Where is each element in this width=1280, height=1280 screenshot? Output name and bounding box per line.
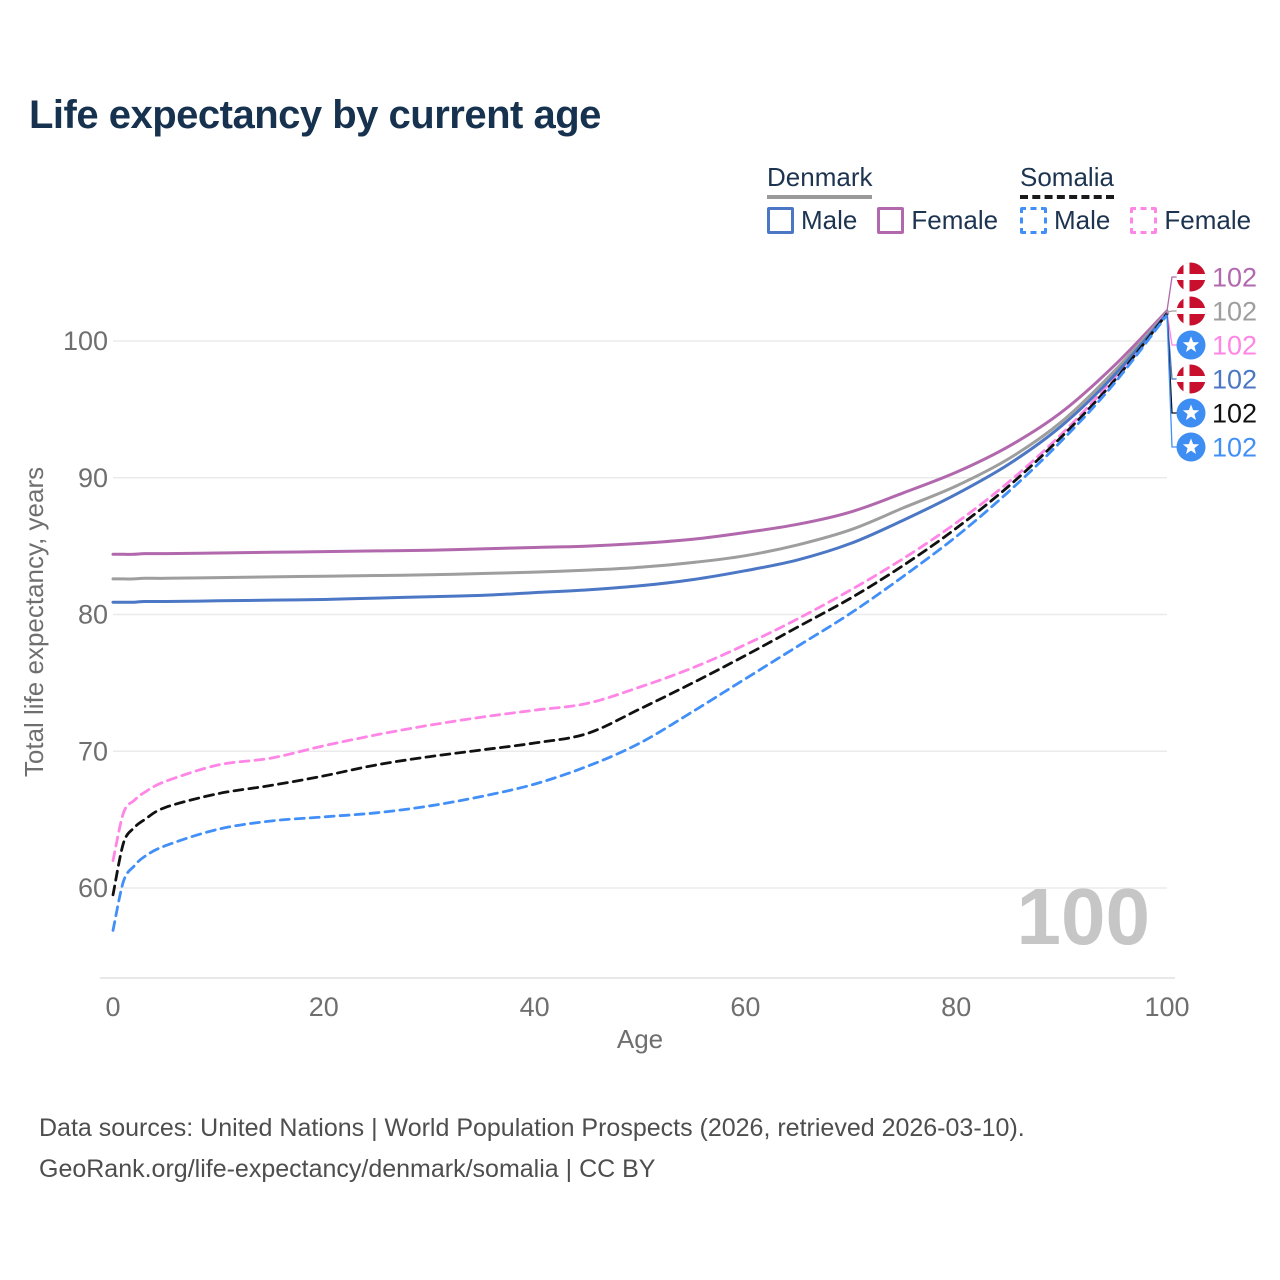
denmark-flag-icon: [1176, 262, 1206, 292]
flag-cross-h: [1176, 308, 1206, 314]
legend-country-denmark: Denmark: [767, 162, 873, 199]
legend-label: Male: [1054, 205, 1111, 235]
end-label-value: 102: [1212, 399, 1257, 429]
end-label-somalia[interactable]: 102: [1176, 398, 1258, 429]
somalia-female-swatch: [1130, 207, 1158, 234]
somalia-line[interactable]: [111, 312, 1169, 897]
year-watermark: 100: [1017, 872, 1150, 961]
end-label-denmark[interactable]: 102: [1176, 296, 1257, 327]
legend-label: Female: [1164, 205, 1252, 235]
end-label-somalia-male[interactable]: 102: [1176, 432, 1258, 463]
flag-star: [1182, 404, 1200, 420]
denmark-flag-icon: [1176, 364, 1206, 394]
flag-star: [1182, 438, 1200, 454]
legend-group-denmark: Denmark Male Female: [767, 162, 998, 234]
y-tick-label: 60: [78, 873, 108, 903]
denmark-line[interactable]: [111, 310, 1169, 581]
somalia-male-line[interactable]: [111, 313, 1169, 932]
end-label-connector: [1166, 314, 1177, 448]
legend-item-somalia-male[interactable]: Male: [1020, 207, 1110, 234]
denmark-male-line[interactable]: [111, 312, 1169, 604]
x-tick-label: 40: [520, 992, 550, 1022]
flag-star: [1182, 336, 1200, 352]
legend-label: Female: [911, 205, 999, 235]
somalia-flag-icon: [1176, 330, 1206, 360]
page-title: Life expectancy by current age: [29, 93, 601, 137]
end-label-somalia-female[interactable]: 102: [1176, 330, 1258, 361]
x-axis-title: Age: [617, 1024, 663, 1054]
end-label-denmark-female[interactable]: 102: [1176, 262, 1257, 293]
end-label-value: 102: [1212, 433, 1257, 463]
y-tick-label: 100: [63, 326, 108, 356]
data-sources-line: Data sources: United Nations | World Pop…: [39, 1114, 1025, 1142]
somalia-flag-icon: [1176, 398, 1206, 428]
denmark-flag-icon: [1176, 296, 1206, 326]
legend-group-somalia: Somalia Male Female: [1020, 162, 1251, 234]
somalia-flag-icon: [1176, 432, 1206, 462]
data-sources-caption: Data sources: United Nations | World Pop…: [39, 1108, 1025, 1190]
denmark-female-swatch: [877, 207, 905, 234]
x-tick-label: 100: [1144, 992, 1189, 1022]
end-label-connector: [1166, 310, 1177, 313]
end-label-value: 102: [1212, 365, 1257, 395]
y-axis-title: Total life expectancy, years: [19, 467, 49, 777]
x-tick-label: 20: [309, 992, 339, 1022]
x-tick-label: 60: [730, 992, 760, 1022]
end-label-connector: [1166, 276, 1177, 311]
legend-country-somalia: Somalia: [1020, 162, 1114, 199]
end-label-denmark-male[interactable]: 102: [1176, 364, 1257, 395]
legend-item-denmark-male[interactable]: Male: [767, 207, 857, 234]
somalia-female-line[interactable]: [111, 310, 1169, 862]
end-label-value: 102: [1212, 263, 1257, 293]
y-tick-label: 80: [78, 600, 108, 630]
legend-item-somalia-female[interactable]: Female: [1130, 207, 1251, 234]
x-tick-label: 80: [941, 992, 971, 1022]
end-label-value: 102: [1212, 331, 1257, 361]
denmark-female-line[interactable]: [111, 309, 1169, 556]
y-tick-label: 90: [78, 463, 108, 493]
flag-cross-h: [1176, 376, 1206, 382]
legend-item-denmark-female[interactable]: Female: [877, 207, 998, 234]
denmark-male-swatch: [767, 207, 794, 234]
legend: Denmark Male Female Somalia Male: [0, 162, 1280, 242]
legend-label: Male: [801, 205, 858, 235]
y-tick-label: 70: [78, 736, 108, 766]
flag-cross-h: [1176, 274, 1206, 280]
somalia-male-swatch: [1020, 207, 1047, 234]
end-label-value: 102: [1212, 297, 1257, 327]
x-tick-label: 0: [105, 992, 120, 1022]
attribution-line: GeoRank.org/life-expectancy/denmark/soma…: [39, 1155, 656, 1183]
end-label-connector: [1166, 312, 1177, 346]
